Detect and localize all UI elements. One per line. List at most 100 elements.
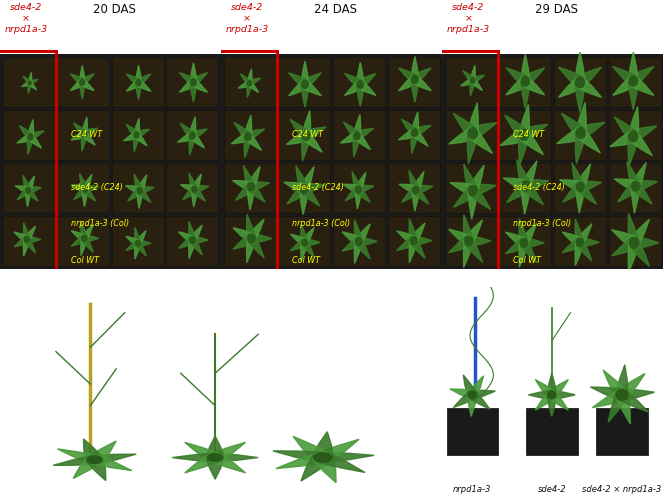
Bar <box>167 57 218 107</box>
Bar <box>224 110 276 160</box>
Polygon shape <box>355 189 362 209</box>
Text: Col WT: Col WT <box>513 257 541 266</box>
Polygon shape <box>29 81 37 90</box>
Polygon shape <box>590 387 623 400</box>
Polygon shape <box>521 239 537 263</box>
Polygon shape <box>357 62 364 85</box>
Bar <box>112 57 164 107</box>
Circle shape <box>248 234 255 243</box>
Polygon shape <box>135 132 147 146</box>
Polygon shape <box>137 175 147 192</box>
Polygon shape <box>618 390 649 412</box>
Polygon shape <box>57 449 99 464</box>
Circle shape <box>82 187 88 193</box>
Polygon shape <box>472 75 485 83</box>
Polygon shape <box>471 123 497 139</box>
Polygon shape <box>81 74 94 85</box>
Circle shape <box>412 75 418 83</box>
Bar <box>442 54 663 269</box>
Polygon shape <box>189 239 196 259</box>
Text: Col WT: Col WT <box>71 257 99 266</box>
Polygon shape <box>208 442 246 461</box>
Circle shape <box>521 76 529 86</box>
Polygon shape <box>322 452 374 463</box>
Polygon shape <box>343 184 359 194</box>
Polygon shape <box>302 227 314 245</box>
Circle shape <box>576 182 584 192</box>
Polygon shape <box>449 127 475 144</box>
Polygon shape <box>352 172 361 191</box>
Polygon shape <box>84 235 99 242</box>
Polygon shape <box>191 133 205 148</box>
Polygon shape <box>413 187 429 204</box>
Bar <box>499 57 552 107</box>
Bar <box>388 110 440 160</box>
Polygon shape <box>411 132 418 153</box>
Bar <box>554 163 606 213</box>
Polygon shape <box>525 180 549 192</box>
Polygon shape <box>472 185 496 196</box>
Polygon shape <box>23 175 31 192</box>
Circle shape <box>629 76 637 86</box>
Bar <box>219 51 277 272</box>
Polygon shape <box>523 68 544 87</box>
Bar <box>224 216 276 266</box>
Polygon shape <box>317 453 365 472</box>
Polygon shape <box>301 224 307 243</box>
Polygon shape <box>70 74 84 85</box>
Polygon shape <box>397 231 415 245</box>
Polygon shape <box>244 115 252 137</box>
Polygon shape <box>340 131 358 143</box>
Polygon shape <box>23 223 30 240</box>
Bar <box>596 408 647 455</box>
Text: sde4-2 (C24): sde4-2 (C24) <box>292 184 344 193</box>
Polygon shape <box>303 184 325 194</box>
Polygon shape <box>353 115 361 136</box>
Polygon shape <box>80 82 85 99</box>
Text: nrpd1a-3 (Col): nrpd1a-3 (Col) <box>513 219 571 228</box>
Polygon shape <box>192 72 207 86</box>
Bar <box>609 110 661 160</box>
Circle shape <box>87 456 102 464</box>
Bar <box>609 57 661 107</box>
Polygon shape <box>189 173 197 191</box>
Polygon shape <box>247 69 252 83</box>
Polygon shape <box>139 187 154 194</box>
Bar <box>278 216 331 266</box>
Polygon shape <box>192 174 201 191</box>
Circle shape <box>82 131 87 137</box>
Polygon shape <box>561 113 584 138</box>
Bar <box>445 110 497 160</box>
Polygon shape <box>246 129 264 141</box>
Polygon shape <box>29 79 38 85</box>
Polygon shape <box>580 182 602 192</box>
Polygon shape <box>27 136 33 154</box>
Polygon shape <box>312 432 333 458</box>
Polygon shape <box>411 79 419 102</box>
Bar <box>333 57 385 107</box>
Polygon shape <box>576 164 590 190</box>
Text: sde4-2 × nrpd1a-3: sde4-2 × nrpd1a-3 <box>283 487 363 496</box>
Polygon shape <box>248 81 259 93</box>
Polygon shape <box>548 380 568 398</box>
Polygon shape <box>246 133 262 150</box>
Polygon shape <box>410 238 425 259</box>
Polygon shape <box>137 190 143 209</box>
Polygon shape <box>618 182 638 202</box>
Polygon shape <box>273 451 325 463</box>
Polygon shape <box>232 181 252 192</box>
Circle shape <box>410 236 417 245</box>
Polygon shape <box>521 81 530 109</box>
Polygon shape <box>301 185 320 206</box>
Polygon shape <box>359 73 376 89</box>
Bar <box>167 163 218 213</box>
Bar <box>167 216 218 266</box>
Polygon shape <box>563 183 583 202</box>
Polygon shape <box>135 129 149 138</box>
Polygon shape <box>411 112 418 133</box>
Polygon shape <box>193 236 208 244</box>
Polygon shape <box>519 219 528 244</box>
Polygon shape <box>463 375 477 397</box>
Polygon shape <box>342 237 361 252</box>
Polygon shape <box>303 132 322 152</box>
